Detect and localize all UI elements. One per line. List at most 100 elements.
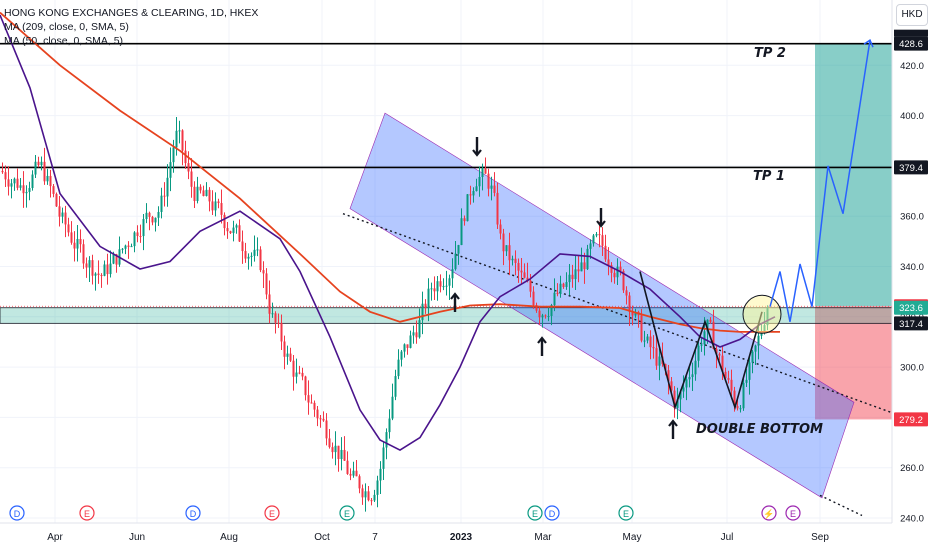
candle-body — [646, 336, 649, 341]
candle-body — [433, 288, 436, 292]
candle-body — [352, 470, 355, 476]
candle-body — [694, 360, 697, 375]
currency-button[interactable]: HKD — [896, 4, 928, 26]
earnings-marker[interactable]: E — [339, 505, 355, 521]
candle-body — [154, 217, 157, 223]
candle-body — [391, 396, 394, 419]
split-marker-icon[interactable]: ⚡ — [761, 505, 777, 521]
candle-body — [70, 232, 73, 243]
candle-body — [385, 432, 388, 448]
ma-50-line[interactable] — [0, 14, 776, 452]
candle-body — [493, 185, 496, 193]
candle-body — [421, 303, 424, 321]
indicator-ma-50[interactable]: MA (50, close, 0, SMA, 5) — [4, 35, 124, 47]
candle-body — [427, 288, 430, 309]
candle-body — [625, 290, 628, 296]
candle-body — [316, 409, 319, 419]
candle-body — [742, 382, 745, 409]
candle-body — [256, 249, 259, 251]
candle-body — [499, 224, 502, 234]
candle-body — [103, 264, 106, 276]
candle-body — [667, 370, 670, 382]
candle-body — [574, 269, 577, 280]
marker-circle — [544, 505, 560, 521]
price-tick-label: 300.0 — [900, 363, 924, 374]
earnings-marker[interactable]: E — [618, 505, 634, 521]
candle-body — [106, 264, 109, 275]
candle-body — [394, 376, 397, 397]
candle-body — [220, 203, 223, 215]
candle-body — [502, 233, 505, 252]
candle-body — [286, 353, 289, 357]
arrow-head — [668, 419, 678, 427]
candle-body — [712, 321, 715, 349]
price-axis — [892, 0, 932, 550]
candle-body — [346, 460, 349, 474]
candle-body — [739, 408, 742, 410]
candle-body — [172, 147, 175, 163]
candle-body — [670, 381, 673, 391]
candle-body — [283, 341, 286, 357]
candle-body — [460, 218, 463, 246]
marker-circle — [79, 505, 95, 521]
candle-body — [541, 315, 544, 318]
candle-body — [730, 379, 733, 391]
candle-body — [733, 390, 736, 407]
candle-body — [658, 356, 661, 366]
candle-body — [580, 262, 583, 272]
candle-body — [550, 305, 553, 317]
candle-body — [49, 175, 52, 187]
candle-body — [157, 211, 160, 218]
indicator-ma-209[interactable]: MA (209, close, 0, SMA, 5) — [4, 21, 129, 33]
candle-body — [88, 260, 91, 268]
candle-body — [208, 189, 211, 202]
price-label: 428.6 — [899, 39, 923, 50]
earnings-marker[interactable]: E — [527, 505, 543, 521]
candle-body — [676, 399, 679, 409]
arrow-head — [450, 292, 460, 300]
candle-body — [247, 256, 250, 259]
candle-body — [388, 418, 391, 433]
candle-body — [52, 186, 55, 194]
candle-body — [100, 275, 103, 277]
dividend-marker[interactable]: D — [9, 505, 25, 521]
candle-body — [613, 272, 616, 278]
candle-body — [40, 161, 43, 166]
candle-body — [325, 420, 328, 439]
candle-body — [184, 150, 187, 164]
earnings-marker[interactable]: E — [264, 505, 280, 521]
candle-body — [565, 282, 568, 287]
candle-body — [370, 500, 373, 502]
candle-body — [331, 447, 334, 453]
earnings-marker[interactable]: E — [785, 505, 801, 521]
candle-body — [397, 359, 400, 377]
candle-body — [649, 336, 652, 348]
dividend-marker[interactable]: D — [185, 505, 201, 521]
candle-body — [568, 274, 571, 283]
tp2-label: TP 2 — [754, 46, 786, 61]
candle-body — [403, 344, 406, 352]
candle-body — [22, 185, 25, 194]
candle-body — [547, 316, 550, 318]
price-label-bg — [894, 316, 928, 331]
candle-body — [163, 195, 166, 197]
time-tick-label: Oct — [314, 532, 330, 543]
earnings-marker[interactable]: E — [79, 505, 95, 521]
candle-body — [280, 322, 283, 342]
candle-body — [589, 243, 592, 249]
ma-209-line[interactable] — [0, 11, 780, 333]
candle-body — [253, 249, 256, 256]
candle-body — [412, 332, 415, 336]
candle-body — [319, 418, 322, 420]
candle-body — [241, 241, 244, 252]
dividend-marker[interactable]: D — [544, 505, 560, 521]
candle-body — [226, 228, 229, 232]
breakout-circle — [742, 294, 782, 334]
chart-legend: HONG KONG EXCHANGES & CLEARING, 1D, HKEX… — [4, 6, 258, 48]
marker-circle — [264, 505, 280, 521]
time-tick-label: 7 — [372, 532, 378, 543]
candle-body — [196, 186, 199, 202]
candle-body — [310, 402, 313, 404]
candle-body — [67, 224, 70, 233]
